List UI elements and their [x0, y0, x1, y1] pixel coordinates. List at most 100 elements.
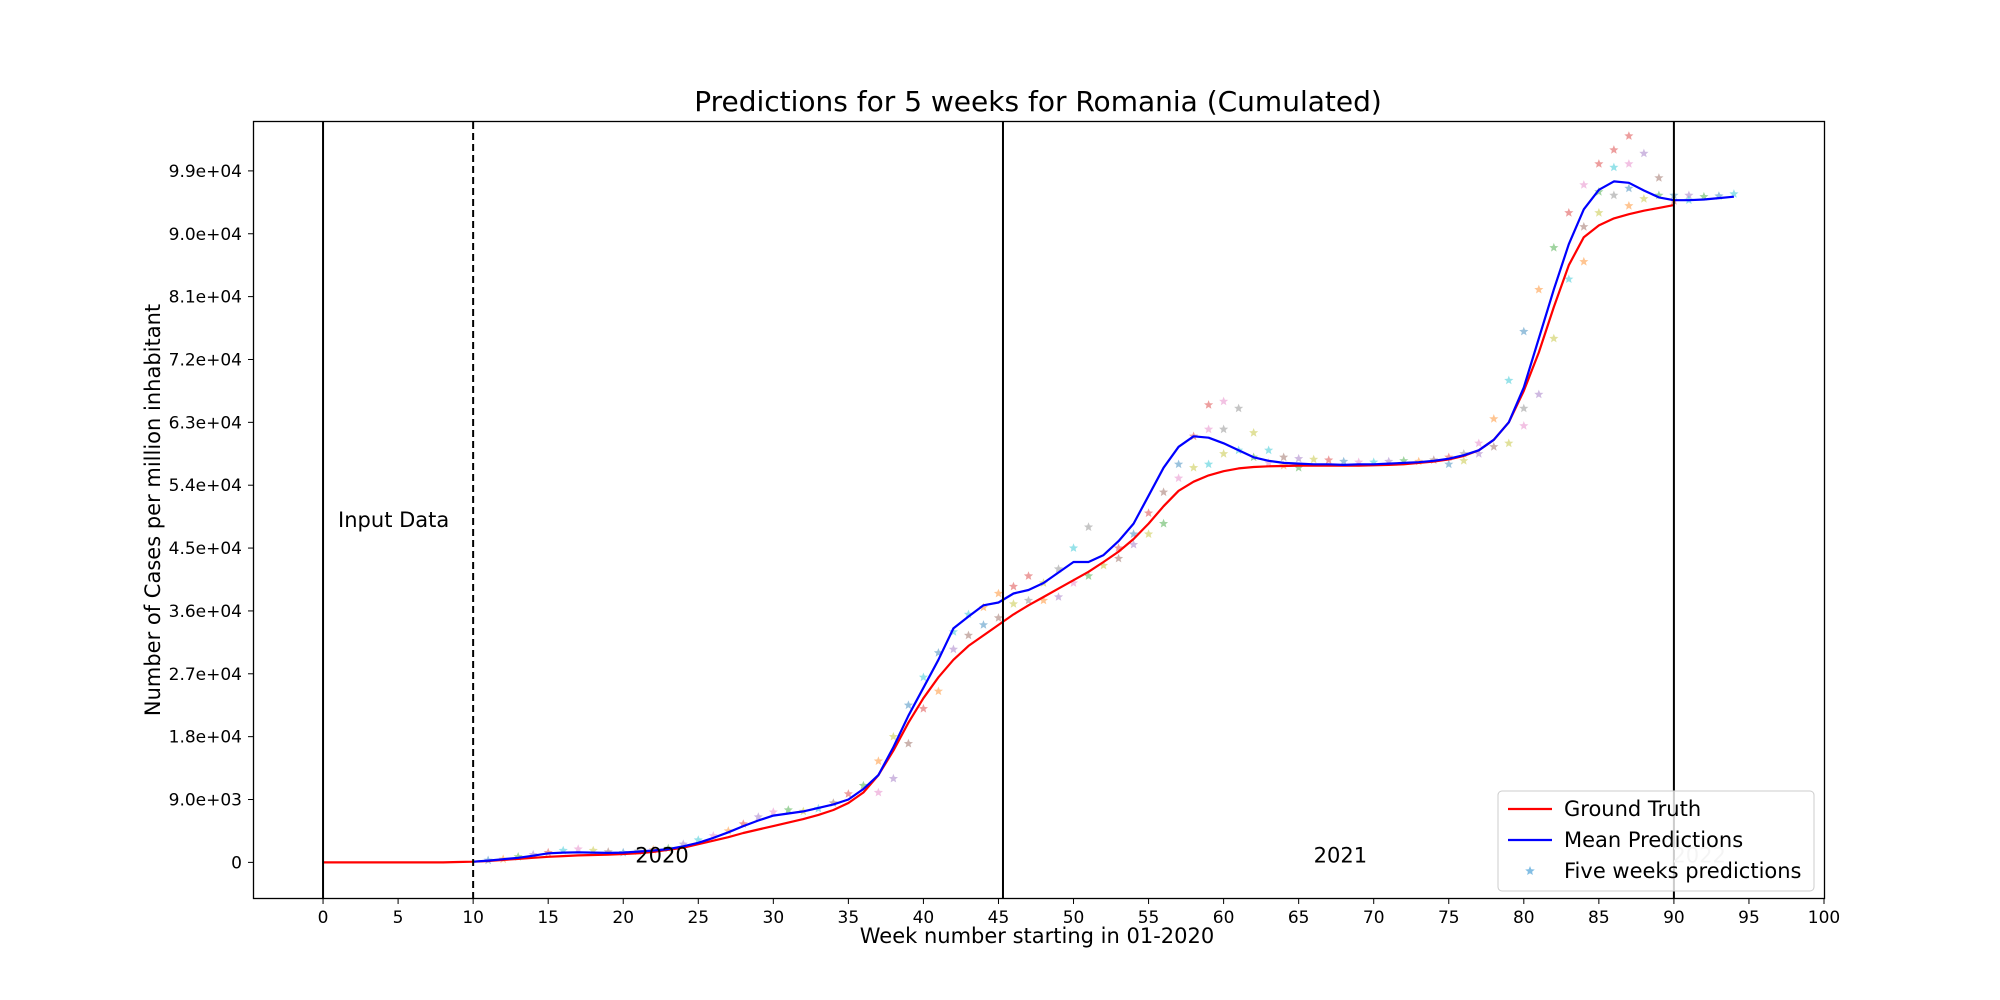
prediction-star-marker [1204, 400, 1214, 409]
prediction-star-marker [1204, 459, 1214, 469]
prediction-star-marker [933, 648, 943, 657]
prediction-star-marker [1279, 452, 1289, 462]
prediction-star-marker [1624, 131, 1634, 140]
x-tick-label: 45 [988, 908, 1010, 928]
prediction-star-marker [1324, 455, 1334, 464]
prediction-star-marker [1504, 375, 1514, 385]
x-tick-label: 95 [1738, 908, 1760, 928]
prediction-star-marker [1519, 421, 1529, 430]
prediction-star-marker [1234, 403, 1244, 413]
prediction-star-marker [873, 787, 883, 797]
prediction-star-marker [1594, 208, 1604, 217]
prediction-star-marker [1369, 457, 1379, 466]
prediction-star-marker [768, 807, 778, 816]
prediction-star-marker [1579, 222, 1589, 231]
prediction-star-marker [888, 773, 898, 783]
prediction-star-marker [1729, 189, 1739, 198]
prediction-star-marker [1609, 162, 1619, 172]
prediction-star-marker [1534, 389, 1544, 399]
prediction-star-marker [1023, 571, 1034, 580]
prediction-star-marker [1069, 543, 1079, 552]
prediction-star-marker [1489, 442, 1499, 451]
prediction-star-marker [738, 819, 748, 828]
prediction-star-marker [1534, 284, 1544, 294]
legend-label: Mean Predictions [1564, 828, 1743, 852]
prediction-star-marker [1219, 396, 1229, 406]
x-tick-label: 50 [1063, 908, 1085, 928]
prediction-star-marker [543, 847, 553, 857]
prediction-star-marker [1264, 458, 1274, 467]
prediction-star-marker [1294, 462, 1304, 472]
annotation-input-data: Input Data [338, 508, 449, 532]
legend-star-swatch [1525, 866, 1535, 875]
y-tick-label: 9.9e+04 [169, 162, 242, 182]
prediction-star-marker [1519, 403, 1529, 413]
legend: Ground Truth Mean Predictions Five weeks p… [1497, 790, 1815, 892]
prediction-star-marker [1459, 456, 1469, 465]
vertical-lines [322, 122, 1675, 898]
x-tick-label: 70 [1363, 908, 1385, 928]
annotation-year-2021: 2021 [1314, 843, 1367, 867]
prediction-star-marker [918, 672, 928, 682]
prediction-star-marker [1579, 180, 1589, 189]
prediction-star-marker [1204, 424, 1214, 434]
prediction-star-marker [1609, 145, 1619, 154]
prediction-star-marker [1053, 564, 1064, 573]
prediction-star-marker [1129, 539, 1139, 549]
prediction-star-marker [1038, 595, 1049, 605]
prediction-star-marker [1219, 449, 1229, 458]
legend-label: Ground Truth [1564, 797, 1701, 821]
prediction-star-marker [1114, 553, 1124, 563]
prediction-star-marker [1023, 595, 1034, 605]
prediction-star-marker [1549, 242, 1559, 252]
prediction-star-marker [1219, 424, 1229, 434]
x-tick-label: 85 [1588, 908, 1610, 928]
prediction-star-marker [708, 831, 718, 840]
prediction-star-marker [1144, 529, 1154, 538]
prediction-star-marker [903, 738, 913, 748]
y-axis: 0 9.0e+03 1.8e+04 2.7e+04 3.6e+04 4.5e+04 5.4e… [169, 162, 254, 873]
prediction-star-marker [1444, 459, 1454, 469]
prediction-star-marker [1159, 487, 1169, 497]
x-axis-title: Week number starting in 01-2020 [860, 924, 1214, 948]
x-tick-label: 10 [462, 908, 484, 928]
prediction-star-marker [573, 844, 583, 853]
prediction-star-marker [1084, 522, 1094, 531]
prediction-star-marker [1654, 190, 1664, 200]
prediction-star-marker [993, 613, 1003, 622]
prediction-star-marker [1099, 560, 1109, 570]
y-tick-label: 3.6e+04 [169, 602, 242, 622]
prediction-star-marker [1654, 173, 1664, 182]
prediction-star-marker [978, 602, 988, 612]
prediction-star-marker [1519, 326, 1529, 336]
prediction-star-marker [1684, 190, 1694, 200]
prediction-star-marker [948, 644, 958, 654]
prediction-star-marker [1053, 592, 1064, 601]
prediction-star-marker [1699, 191, 1709, 201]
y-tick-label: 0 [231, 853, 242, 873]
x-tick-label: 65 [1288, 908, 1310, 928]
prediction-star-marker [1564, 208, 1574, 217]
x-tick-label: 60 [1213, 908, 1235, 928]
x-tick-label: 100 [1808, 908, 1840, 928]
y-tick-label: 7.2e+04 [169, 350, 242, 370]
prediction-star-marker [1294, 453, 1304, 463]
prediction-star-marker [1639, 148, 1649, 158]
prediction-star-marker [1339, 456, 1349, 466]
chart-title: Predictions for 5 weeks for Romania (Cum… [694, 85, 1382, 118]
prediction-star-marker [1159, 518, 1169, 528]
prediction-star-marker [1144, 508, 1154, 517]
y-tick-label: 9.0e+04 [169, 225, 242, 245]
x-tick-label: 55 [1138, 908, 1160, 928]
prediction-star-marker [1249, 428, 1259, 437]
prediction-star-marker [933, 686, 943, 696]
x-tick-label: 35 [838, 908, 860, 928]
prediction-star-marker [1504, 438, 1514, 448]
prediction-star-marker [558, 845, 568, 855]
y-tick-label: 4.5e+04 [169, 539, 242, 559]
prediction-star-marker [1609, 190, 1619, 200]
x-tick-label: 15 [537, 908, 559, 928]
prediction-star-marker [1474, 449, 1484, 458]
prediction-star-marker [903, 700, 913, 710]
